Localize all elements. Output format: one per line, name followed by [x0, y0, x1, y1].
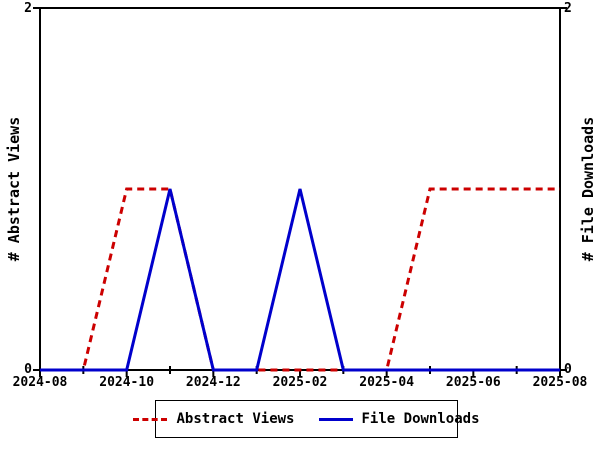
y-axis-title-right: # File Downloads	[579, 116, 597, 262]
legend-line-sample-dashed-icon	[133, 417, 168, 421]
series-lines	[40, 187, 560, 372]
x-tick-label: 2025-02	[272, 375, 328, 390]
y-tick-label-left-bottom: 0	[24, 362, 32, 377]
legend-box: Abstract Views File Downloads	[133, 400, 480, 438]
legend-item-abstract-views: Abstract Views	[133, 411, 295, 427]
x-tick-label: 2025-04	[359, 375, 415, 390]
x-tick-label: 2025-08	[532, 375, 588, 390]
x-tick-label: 2024-08	[12, 375, 68, 390]
legend-line-sample-solid-icon	[318, 417, 353, 421]
y-tick-label-right-bottom: 0	[564, 362, 572, 377]
x-tick-label: 2025-06	[445, 375, 501, 390]
legend-item-file-downloads: File Downloads	[318, 411, 480, 427]
legend-label: File Downloads	[361, 411, 480, 427]
series-line-file-downloads	[40, 188, 560, 372]
y-tick-label-left-top: 2	[24, 1, 32, 16]
y-ticks	[33, 7, 567, 371]
x-tick-label: 2024-12	[185, 375, 241, 390]
y-axis-title-left: # Abstract Views	[5, 116, 23, 262]
legend-label: Abstract Views	[176, 411, 295, 427]
x-tick-label: 2024-10	[99, 375, 155, 390]
y-tick-label-right-top: 2	[564, 1, 572, 16]
series-line-abstract-views	[40, 187, 560, 372]
